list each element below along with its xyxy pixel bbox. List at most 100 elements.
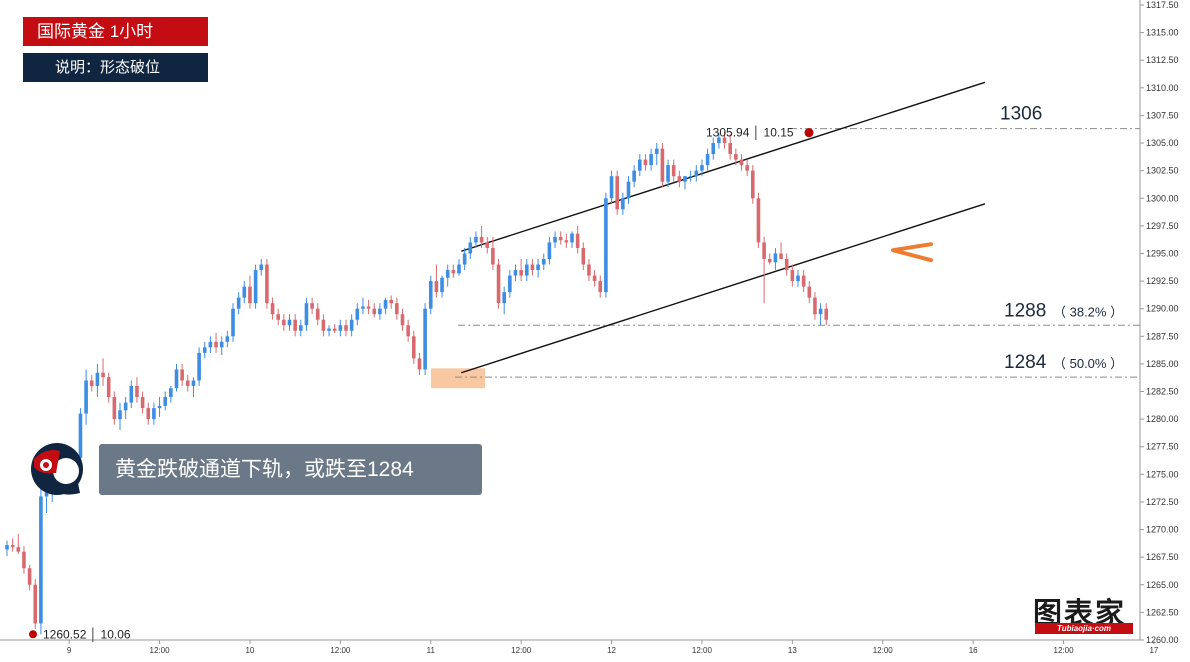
y-tick-label: 1317.50 [1146, 0, 1179, 10]
candle-body [349, 319, 354, 331]
x-tick-label: 11 [427, 646, 436, 655]
candle-body [671, 165, 676, 177]
candle-body [248, 286, 252, 304]
candle-body [84, 380, 88, 414]
breakdown-arrow-icon [891, 242, 933, 263]
candle-body [496, 264, 501, 304]
candle-body [5, 545, 9, 550]
candle-body [440, 277, 444, 293]
y-tick-label: 1295.00 [1146, 248, 1179, 258]
candle-body [609, 176, 614, 199]
brand-logo: 图表家 Tubiaojia·com [1033, 590, 1137, 636]
candle-body [581, 247, 586, 265]
x-tick-label: 9 [67, 646, 72, 655]
candle-body [202, 347, 207, 353]
candle-body [711, 143, 716, 155]
candle-body [654, 148, 659, 155]
level-pct-1288: （ 38.2% ） [1053, 304, 1123, 319]
candle-body [773, 253, 778, 263]
brand-logo-subtext: Tubiaojia·com [1035, 623, 1133, 634]
candle-body [270, 303, 275, 315]
y-tick-label: 1282.50 [1146, 387, 1179, 397]
candle-body [530, 264, 535, 271]
level-label-1284: 1284 [1004, 352, 1047, 373]
x-tick-label: 16 [969, 646, 978, 655]
candle-body [553, 236, 557, 243]
candle-body [118, 410, 122, 420]
y-tick-label: 1290.00 [1146, 304, 1179, 314]
candle-body [660, 148, 665, 182]
candle-body [801, 275, 806, 287]
candle-body [78, 413, 83, 458]
candle-body [157, 405, 162, 409]
candle-body [321, 319, 326, 331]
candle-body [315, 308, 320, 320]
candle-body [332, 328, 337, 331]
candle-body [378, 308, 382, 315]
candle-body [372, 308, 377, 315]
candle-body [643, 159, 648, 166]
x-tick-label: 12:00 [330, 646, 351, 655]
high-marker [804, 128, 814, 138]
candle-body [152, 408, 156, 420]
candle-body [615, 176, 619, 210]
candle-body [400, 314, 405, 326]
candle-body [282, 319, 286, 326]
candle-body [751, 170, 755, 199]
channel-upper-line [461, 81, 986, 252]
candle-body [519, 270, 523, 276]
candle-body [242, 286, 247, 298]
candle-body [101, 372, 105, 378]
candle-body [135, 386, 139, 398]
candle-body [558, 236, 563, 241]
y-tick-label: 1262.50 [1146, 607, 1179, 617]
candle-body [225, 336, 230, 342]
candle-body [383, 299, 388, 309]
candle-body [626, 181, 631, 199]
candle-body [502, 292, 506, 304]
y-tick-label: 1275.00 [1146, 469, 1179, 479]
candle-body [417, 358, 422, 370]
x-tick-label: 17 [1149, 646, 1158, 655]
candle-body [632, 170, 636, 182]
candle-body [683, 176, 687, 182]
candle-body [412, 336, 416, 359]
candle-body [95, 372, 100, 386]
y-tick-label: 1305.00 [1146, 138, 1179, 148]
candle-body [813, 297, 817, 315]
candle-body [722, 137, 727, 144]
candle-body [474, 236, 478, 243]
y-tick-label: 1280.00 [1146, 414, 1179, 424]
candle-body [327, 328, 331, 331]
candle-body [525, 264, 529, 276]
y-tick-label: 1270.00 [1146, 525, 1179, 535]
candle-body [592, 275, 597, 282]
candle-body [89, 380, 94, 386]
candle-body [462, 253, 467, 265]
candle-body [604, 198, 608, 293]
candle-body [191, 380, 196, 386]
candle-body [688, 176, 693, 178]
candle-body [491, 247, 495, 265]
low-marker-label: 1260.52 │ 10.06 [43, 627, 131, 642]
support-highlight [431, 368, 485, 389]
candle-body [180, 369, 184, 381]
candle-body [700, 165, 704, 171]
candle-body [293, 319, 297, 331]
y-tick-label: 1272.50 [1146, 497, 1179, 507]
y-tick-label: 1310.00 [1146, 83, 1179, 93]
candle-body [734, 154, 738, 160]
candle-body [796, 275, 800, 282]
x-tick-label: 13 [788, 646, 797, 655]
candle-body [790, 270, 795, 282]
level-label-1288: 1288 [1004, 300, 1046, 321]
candle-body [344, 325, 348, 331]
level-pct-1284: （ 50.0% ） [1053, 356, 1123, 371]
y-tick-label: 1260.00 [1146, 635, 1179, 645]
candles [5, 132, 829, 635]
candle-body [536, 264, 540, 271]
candle-body [547, 242, 552, 259]
candle-body [649, 154, 653, 166]
x-tick-label: 12:00 [692, 646, 713, 655]
